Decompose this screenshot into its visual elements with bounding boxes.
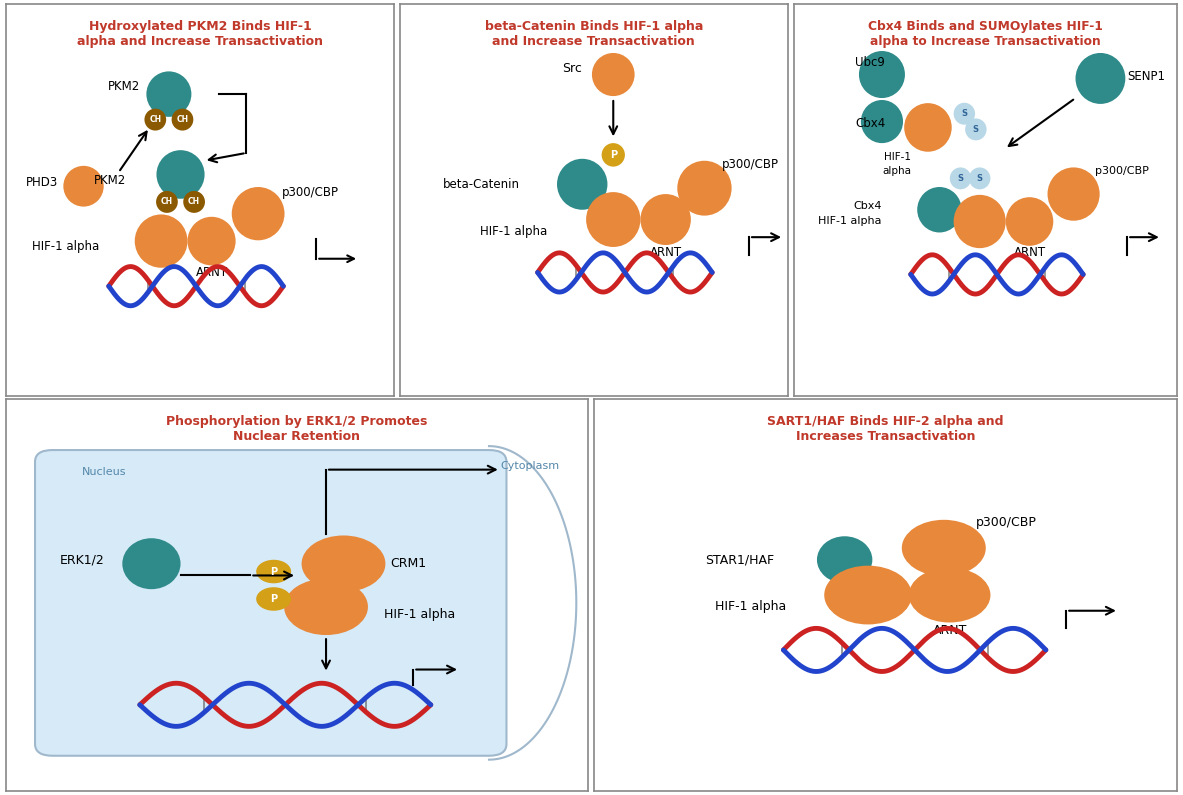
Ellipse shape	[188, 217, 235, 266]
Text: ERK1/2: ERK1/2	[60, 553, 105, 566]
Text: CH: CH	[176, 115, 188, 124]
Ellipse shape	[232, 187, 285, 240]
Text: CRM1: CRM1	[390, 557, 426, 570]
Ellipse shape	[917, 187, 962, 232]
Text: Src: Src	[562, 62, 582, 76]
Ellipse shape	[64, 166, 104, 207]
Text: STAR1/HAF: STAR1/HAF	[705, 553, 775, 566]
Text: CH: CH	[161, 197, 173, 207]
Text: CH: CH	[149, 115, 161, 124]
Text: HIF-1 alpha: HIF-1 alpha	[384, 608, 455, 621]
Text: p300/CBP: p300/CBP	[282, 185, 338, 199]
Ellipse shape	[302, 536, 386, 592]
Ellipse shape	[586, 192, 640, 247]
Text: ARNT: ARNT	[1014, 246, 1046, 259]
Text: p300/CBP: p300/CBP	[976, 516, 1036, 529]
Text: beta-Catenin Binds HIF-1 alpha
and Increase Transactivation: beta-Catenin Binds HIF-1 alpha and Incre…	[485, 20, 703, 48]
Ellipse shape	[953, 103, 975, 125]
Text: p300/CBP: p300/CBP	[1094, 165, 1149, 176]
Ellipse shape	[156, 150, 205, 199]
Text: HIF-1 alpha: HIF-1 alpha	[715, 600, 787, 613]
Text: Ubc9: Ubc9	[855, 56, 885, 69]
Text: beta-Catenin: beta-Catenin	[444, 178, 521, 191]
Ellipse shape	[147, 72, 192, 117]
Text: P: P	[270, 594, 277, 604]
Ellipse shape	[817, 537, 872, 584]
Text: PKM2: PKM2	[108, 80, 140, 93]
Ellipse shape	[1075, 53, 1125, 104]
Text: P: P	[270, 567, 277, 576]
Ellipse shape	[859, 51, 905, 98]
Ellipse shape	[135, 215, 188, 268]
Ellipse shape	[122, 538, 181, 589]
Ellipse shape	[156, 191, 177, 213]
Ellipse shape	[965, 118, 987, 141]
Text: Cytoplasm: Cytoplasm	[500, 461, 560, 471]
Ellipse shape	[950, 168, 971, 189]
Text: alpha: alpha	[883, 165, 912, 176]
Ellipse shape	[909, 568, 990, 622]
Text: HIF-1 alpha: HIF-1 alpha	[32, 240, 99, 254]
Ellipse shape	[1047, 168, 1100, 221]
Text: ARNT: ARNT	[932, 624, 967, 637]
Text: Cbx4: Cbx4	[855, 117, 885, 130]
Text: ARNT: ARNT	[649, 246, 681, 259]
Ellipse shape	[257, 588, 291, 611]
Text: S: S	[972, 125, 978, 134]
Text: P: P	[609, 150, 616, 160]
Ellipse shape	[640, 194, 691, 245]
Ellipse shape	[257, 560, 291, 584]
Ellipse shape	[144, 109, 166, 130]
Text: p300/CBP: p300/CBP	[722, 158, 778, 171]
Text: S: S	[977, 174, 983, 183]
Text: HIF-1: HIF-1	[884, 152, 911, 162]
Ellipse shape	[904, 103, 951, 152]
Ellipse shape	[678, 161, 731, 215]
Text: Nucleus: Nucleus	[82, 467, 127, 476]
Text: Cbx4: Cbx4	[853, 201, 883, 211]
Ellipse shape	[969, 168, 990, 189]
Ellipse shape	[953, 195, 1006, 248]
Ellipse shape	[284, 579, 368, 635]
Ellipse shape	[557, 159, 607, 210]
Ellipse shape	[183, 191, 205, 213]
Text: ARNT: ARNT	[195, 266, 227, 279]
Text: Phosphorylation by ERK1/2 Promotes
Nuclear Retention: Phosphorylation by ERK1/2 Promotes Nucle…	[167, 415, 427, 443]
Text: HIF-1 alpha: HIF-1 alpha	[480, 225, 548, 238]
Ellipse shape	[1006, 197, 1053, 246]
Text: S: S	[962, 109, 968, 118]
Ellipse shape	[861, 100, 903, 143]
Text: SENP1: SENP1	[1127, 70, 1165, 83]
Ellipse shape	[901, 520, 985, 576]
Ellipse shape	[172, 109, 193, 130]
Text: PHD3: PHD3	[26, 176, 58, 188]
Text: HIF-1 alpha: HIF-1 alpha	[819, 216, 883, 227]
Text: PKM2: PKM2	[93, 174, 127, 187]
Ellipse shape	[825, 566, 912, 624]
Text: CH: CH	[188, 197, 200, 207]
Ellipse shape	[592, 53, 634, 96]
Text: Cbx4 Binds and SUMOylates HIF-1
alpha to Increase Transactivation: Cbx4 Binds and SUMOylates HIF-1 alpha to…	[868, 20, 1103, 48]
Text: SART1/HAF Binds HIF-2 alpha and
Increases Transactivation: SART1/HAF Binds HIF-2 alpha and Increase…	[768, 415, 1003, 443]
Text: Hydroxylated PKM2 Binds HIF-1
alpha and Increase Transactivation: Hydroxylated PKM2 Binds HIF-1 alpha and …	[77, 20, 323, 48]
Ellipse shape	[602, 143, 625, 167]
Text: S: S	[957, 174, 963, 183]
FancyBboxPatch shape	[35, 450, 506, 756]
